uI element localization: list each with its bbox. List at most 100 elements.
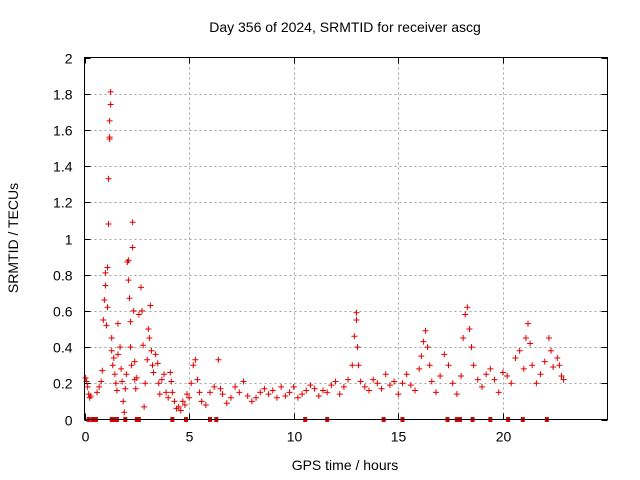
data-point: [84, 383, 91, 390]
data-point: [265, 391, 272, 398]
data-point: [257, 389, 264, 396]
data-point: [129, 244, 136, 251]
data-point: [125, 277, 132, 284]
data-point: [391, 378, 398, 385]
data-point: [167, 369, 174, 376]
data-point: [366, 387, 373, 394]
data-point: [290, 383, 297, 390]
data-point: [106, 117, 113, 124]
data-point: [127, 318, 134, 325]
data-point: [395, 391, 402, 398]
data-point: [102, 269, 109, 276]
data-point: [108, 335, 115, 342]
data-point: [545, 335, 552, 342]
y-tick-label: 1.2: [53, 195, 73, 211]
data-point: [340, 383, 347, 390]
data-point: [418, 353, 425, 360]
data-point: [474, 376, 481, 383]
data-point: [462, 311, 469, 318]
data-point: [307, 382, 314, 389]
data-point: [109, 362, 116, 369]
data-point: [111, 371, 118, 378]
data-point: [240, 378, 247, 385]
x-tick-label: 5: [186, 429, 194, 445]
data-point: [522, 335, 529, 342]
data-point: [529, 362, 536, 369]
data-point: [361, 383, 368, 390]
data-point: [299, 391, 306, 398]
data-point: [108, 347, 115, 354]
y-tick-label: 1.6: [53, 123, 73, 139]
data-point: [152, 351, 159, 358]
data-point: [158, 376, 165, 383]
data-point: [426, 362, 433, 369]
data-point: [135, 311, 142, 318]
data-point: [520, 365, 527, 372]
x-tick-label: 15: [391, 429, 407, 445]
data-point: [104, 304, 111, 311]
data-point: [156, 391, 163, 398]
data-point: [142, 380, 149, 387]
data-point: [458, 373, 465, 380]
data-point: [165, 394, 172, 401]
grid: [84, 57, 608, 420]
data-point: [107, 101, 114, 108]
y-axis-label: SRMTID / TECUs: [5, 183, 21, 293]
data-point: [445, 362, 452, 369]
data-point: [422, 327, 429, 334]
data-point: [399, 380, 406, 387]
data-point: [87, 392, 94, 399]
data-point: [131, 358, 138, 365]
data-point: [194, 376, 201, 383]
data-point: [355, 362, 362, 369]
data-point: [127, 344, 134, 351]
data-point: [188, 380, 195, 387]
data-point: [491, 376, 498, 383]
data-point: [558, 373, 565, 380]
data-point: [147, 302, 154, 309]
data-point: [466, 326, 473, 332]
data-point: [181, 402, 188, 409]
data-point: [537, 371, 544, 378]
data-point: [211, 383, 218, 390]
data-point: [303, 387, 310, 394]
data-point: [441, 351, 448, 358]
y-tick-label: 0.4: [53, 340, 73, 356]
data-point: [219, 391, 226, 398]
data-point: [349, 362, 356, 369]
x-axis-ticks: 0 5 10 15 20: [82, 57, 511, 445]
data-point: [286, 389, 293, 396]
data-point: [102, 282, 109, 289]
y-tick-label: 1.8: [53, 87, 73, 103]
data-point: [403, 371, 410, 378]
data-point: [150, 369, 157, 376]
data-point: [533, 380, 540, 387]
data-point: [98, 378, 105, 385]
data-point: [248, 398, 255, 405]
data-point: [541, 358, 548, 365]
data-point: [113, 387, 120, 394]
data-point: [100, 316, 107, 323]
data-point: [527, 340, 534, 347]
data-point: [110, 354, 117, 361]
data-point: [499, 369, 506, 376]
data-point: [407, 382, 414, 389]
data-point: [125, 257, 132, 264]
y-tick-label: 0.2: [53, 376, 73, 392]
data-point: [144, 356, 151, 363]
data-point: [103, 322, 110, 329]
data-point: [101, 297, 108, 304]
data-point: [198, 398, 205, 405]
data-point: [192, 356, 199, 363]
data-point: [468, 344, 475, 351]
data-point: [163, 389, 170, 396]
data-point: [160, 371, 167, 378]
data-point: [525, 320, 532, 327]
data-point: [328, 382, 335, 389]
y-tick-label: 2: [65, 51, 73, 67]
data-point: [345, 376, 352, 383]
data-point: [437, 373, 444, 380]
data-point: [420, 338, 427, 345]
data-point: [118, 365, 125, 372]
data-point: [132, 385, 139, 392]
